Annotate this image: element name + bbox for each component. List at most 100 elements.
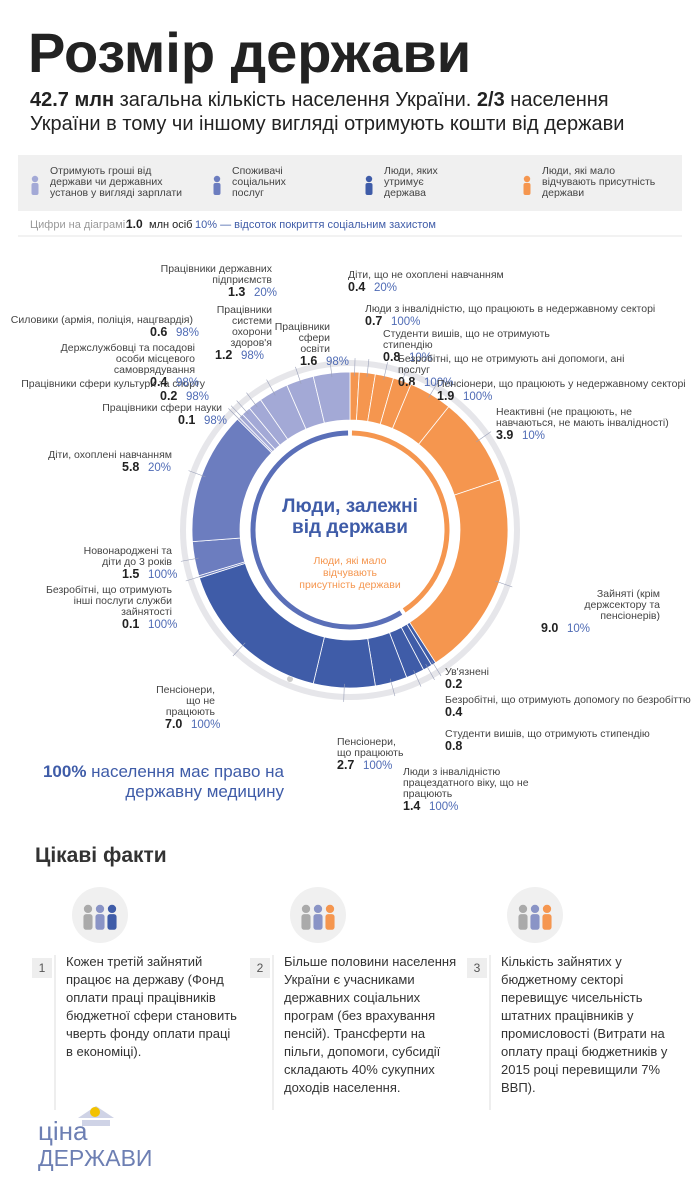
leader-line [185, 575, 204, 582]
inner-arc [250, 430, 403, 630]
person-icon [213, 175, 221, 183]
outer-ring [180, 360, 520, 700]
segment-label: Силовики (армія, поліція, нацгвардія) [11, 314, 193, 326]
logo-accent [90, 1107, 100, 1117]
coverage-label: 10% [409, 352, 432, 364]
subtitle-text: населення України в тому чи іншому вигля… [30, 89, 625, 135]
segment-label: Працівники сфери освіти [275, 321, 330, 355]
subtitle: 42.7 млн загальна кількість населення Ук… [30, 88, 680, 136]
center-title: Люди, залежні від держави [282, 496, 418, 538]
fact-number-bg [250, 958, 270, 978]
value-label: 0.2 [445, 677, 462, 691]
coverage-label: 20% [254, 287, 277, 299]
leader-line [354, 358, 356, 377]
leader-line [495, 580, 513, 588]
person-icon [313, 914, 323, 930]
coverage-label: 20% [148, 462, 171, 474]
person-icon [518, 914, 528, 930]
leader-line [246, 392, 258, 408]
coverage-label: 100% [429, 801, 458, 813]
coverage-label: 10% [567, 623, 590, 635]
segment-label: Студенти вишів, що отримують стипендію [445, 728, 650, 740]
value-label: 1.2 [215, 348, 232, 362]
medicine-value: 100% [42, 762, 87, 781]
note-value: 1.0 [126, 217, 143, 231]
person-icon [530, 914, 540, 930]
logo-bottom: ДЕРЖАВИ [38, 1145, 152, 1171]
fact-text: Кожен третій зайнятий працює на державу (… [66, 954, 237, 1059]
person-icon [95, 904, 105, 914]
coverage-label: 100% [148, 569, 177, 581]
person-icon [31, 175, 39, 183]
coverage-label: 100% [191, 719, 220, 731]
coverage-label: 100% [463, 391, 492, 403]
segment-label: Люди з інвалідністю, що працюють в недер… [365, 303, 655, 315]
leader-line [400, 367, 408, 385]
coverage-label: 100% [148, 619, 177, 631]
subtitle-bold: 42.7 млн [30, 89, 115, 111]
person-icon [95, 914, 105, 930]
value-label: 1.9 [437, 389, 454, 403]
facts-title: Цікаві факти [35, 844, 167, 867]
coverage-label: 10% [522, 430, 545, 442]
leader-line [343, 683, 345, 702]
fact-text: Кількість зайнятих у бюджетному секторі пе… [501, 954, 668, 1095]
person-icon [107, 914, 117, 930]
segment-label: Пенсіонери, що працюють [337, 736, 404, 759]
coverage-label: 98% [176, 377, 199, 389]
leader-line [383, 362, 388, 380]
leader-line [228, 408, 242, 422]
note-coverage: 10% — відсоток покриття соціальним захис… [195, 219, 436, 231]
segment-label: Працівники сфери культури та спорту [21, 378, 205, 390]
coverage-label: 98% [204, 415, 227, 427]
leader-line [389, 678, 396, 697]
fact-number-bg [467, 958, 487, 978]
segment-label: Діти, що не охоплені навчанням [348, 269, 504, 281]
value-label: 5.8 [122, 460, 139, 474]
inner-label: Люди, які мало відчувають присутність держ… [299, 555, 401, 591]
coverage-label: 100% [424, 377, 453, 389]
value-label: 0.7 [365, 314, 382, 328]
note-unit: млн осіб [149, 219, 192, 231]
medicine-note: 100% населення має право на державну мед… [40, 762, 284, 802]
coverage-label: 98% [186, 391, 209, 403]
value-label: 0.2 [160, 389, 177, 403]
person-icon [325, 904, 335, 914]
value-label: 0.1 [122, 617, 139, 631]
subtitle-bold: 2/3 [476, 89, 505, 111]
coverage-label: 98% [176, 327, 199, 339]
person-icon [301, 914, 311, 930]
fact-number-bg [32, 958, 52, 978]
leader-line [329, 359, 333, 378]
note-label: Цифри на діаграмі: [30, 219, 128, 231]
coverage-label: 100% [363, 760, 392, 772]
person-icon [523, 183, 531, 195]
person-icon [313, 904, 323, 914]
leader-line [230, 405, 244, 419]
value-label: 1.3 [228, 285, 245, 299]
fact-number: 3 [474, 961, 481, 975]
value-label: 7.0 [165, 717, 182, 731]
value-label: 0.4 [348, 280, 365, 294]
person-icon [523, 175, 531, 183]
value-label: 1.5 [122, 567, 139, 581]
segment-label: Працівники сфери науки [102, 402, 222, 414]
person-icon [542, 914, 552, 930]
title: Розмір держави [28, 21, 471, 84]
leader-line [295, 366, 302, 385]
value-label: 0.6 [150, 325, 167, 339]
segment-label: Працівники системи охорони здоров'я [217, 304, 272, 349]
person-icon [213, 183, 221, 195]
segment-label: Студенти вишів, що не отримують стипендію [383, 328, 550, 351]
coverage-label: 100% [391, 316, 420, 328]
value-label: 2.7 [337, 758, 354, 772]
fact-text: Більше половини населення України є учасн… [284, 954, 456, 1095]
donut-segment [312, 371, 351, 424]
coverage-label: 98% [241, 350, 264, 362]
leader-line [266, 379, 276, 396]
subtitle-text: загальна кількість населення України. [114, 89, 477, 111]
segment-label: Пенсіонери, що не працюють [156, 684, 215, 718]
inner-arc [351, 430, 450, 613]
person-icon [530, 904, 540, 914]
